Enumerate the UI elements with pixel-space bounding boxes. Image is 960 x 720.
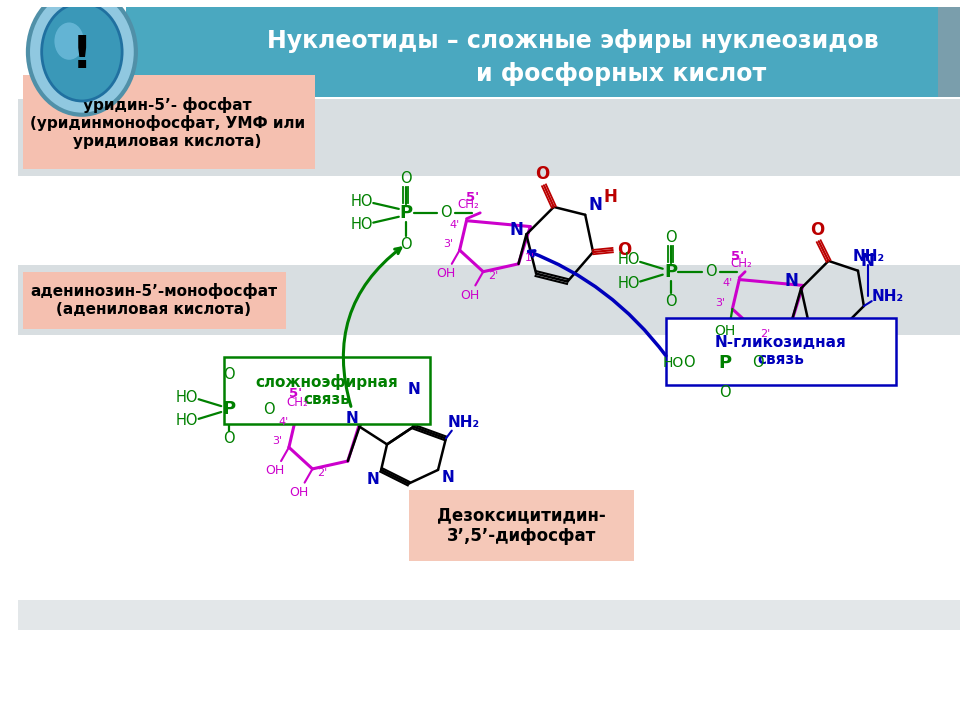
FancyBboxPatch shape [409,490,635,561]
FancyBboxPatch shape [18,265,960,336]
Text: !: ! [72,35,92,77]
Text: N: N [510,222,523,240]
Text: NH₂: NH₂ [852,250,885,264]
Text: Нуклеотиды – сложные эфиры нуклеозидов: Нуклеотиды – сложные эфиры нуклеозидов [267,29,878,53]
Text: 3': 3' [443,239,453,249]
Text: CH₂: CH₂ [287,396,308,409]
Text: HO: HO [176,413,198,428]
Text: HO: HO [617,276,639,291]
Text: 5': 5' [731,250,744,263]
Text: OH: OH [289,486,308,499]
Text: 2': 2' [488,271,498,281]
Text: OH: OH [460,289,479,302]
Text: CH₂: CH₂ [731,257,752,270]
Text: N: N [408,382,420,397]
Ellipse shape [55,22,84,60]
Text: O: O [664,230,677,245]
Text: аденинозин-5’-монофосфат
(адениловая кислота): аденинозин-5’-монофосфат (адениловая кис… [30,284,277,317]
FancyBboxPatch shape [224,357,430,424]
Text: O: O [809,220,824,238]
FancyBboxPatch shape [18,600,960,630]
Text: O: O [705,264,716,279]
Text: O: O [400,171,412,186]
Text: HO: HO [176,390,198,405]
Text: O: O [224,367,235,382]
Text: HO: HO [350,217,372,232]
Text: 2': 2' [317,468,327,478]
Text: 4': 4' [279,417,289,427]
Ellipse shape [28,0,136,114]
Text: P: P [664,263,677,281]
Text: HO: HO [617,253,639,267]
Ellipse shape [41,3,122,101]
FancyBboxPatch shape [939,6,960,97]
Text: O: O [440,205,452,220]
Text: 4': 4' [722,279,732,289]
Text: NH₂: NH₂ [447,415,480,431]
Text: P: P [223,400,235,418]
Text: P: P [718,354,732,372]
Text: O: O [400,237,412,252]
Text: OH: OH [436,267,455,280]
Text: и фосфорных кислот: и фосфорных кислот [476,61,767,86]
Text: Дезоксицитидин-
3’,5’-дифосфат: Дезоксицитидин- 3’,5’-дифосфат [437,506,606,545]
Text: O: O [535,165,549,183]
Text: N: N [442,470,454,485]
Text: HO: HO [350,194,372,209]
Text: N: N [346,411,358,426]
FancyBboxPatch shape [23,271,286,328]
Text: OH: OH [714,323,735,338]
FancyBboxPatch shape [18,99,960,176]
FancyBboxPatch shape [665,318,897,384]
Text: O: O [263,402,276,417]
Text: N: N [367,472,379,487]
Text: 2': 2' [760,330,771,340]
Text: P: P [399,204,412,222]
Text: O: O [684,356,695,371]
Text: O: O [664,294,677,309]
Text: O: O [752,356,764,371]
Text: 3': 3' [715,298,726,308]
Text: N: N [784,271,798,289]
Text: O: O [617,241,632,259]
Text: CH₂: CH₂ [458,199,479,212]
Text: O: O [719,385,731,400]
FancyBboxPatch shape [23,76,316,168]
Text: N-гликозидная
связь: N-гликозидная связь [714,335,847,367]
Text: 1': 1' [525,253,536,263]
Text: 5': 5' [466,191,479,204]
Text: 5': 5' [289,387,302,400]
Text: O: O [224,431,235,446]
Text: H: H [604,188,617,206]
Text: NH₂: NH₂ [872,289,903,304]
Text: 3': 3' [272,436,282,446]
Text: HO: HO [663,356,684,370]
Text: OH: OH [266,464,285,477]
Text: сложноэфирная
связь: сложноэфирная связь [255,374,398,407]
Text: 4': 4' [449,220,460,230]
Text: N: N [861,252,875,270]
FancyBboxPatch shape [126,6,960,97]
Text: N: N [588,196,602,214]
Text: уридин-5’- фосфат
(уридинмонофосфат, УМФ или
уридиловая кислота): уридин-5’- фосфат (уридинмонофосфат, УМФ… [30,96,305,148]
